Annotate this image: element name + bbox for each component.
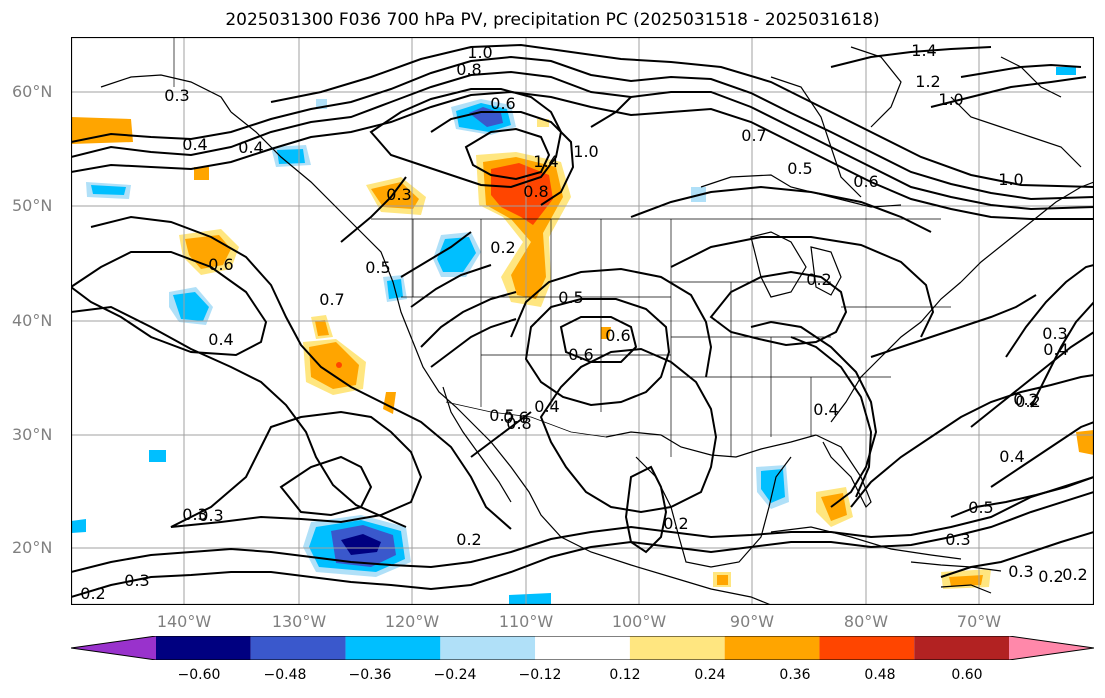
contour-label: 0.2 — [1015, 392, 1040, 411]
contour-label: 0.4 — [999, 447, 1024, 466]
contour-label: 0.4 — [534, 397, 559, 416]
colorbar-tick-label: −0.60 — [177, 667, 221, 683]
contour-label: 0.6 — [605, 326, 630, 345]
map-panel: 1.0 1.4 1.2 0.8 1.0 0.6 0.7 0.5 0.6 1.0 … — [71, 37, 1094, 605]
contour-label: 1.4 — [533, 152, 558, 171]
colorbar-segment — [914, 636, 1009, 660]
contour-label: 0.7 — [319, 290, 344, 309]
colorbar-segment — [629, 636, 725, 660]
contour-label: 0.5 — [968, 498, 993, 517]
coastlines — [100, 46, 1094, 605]
contour-label: 0.3 — [1008, 562, 1033, 581]
colorbar-segment — [71, 636, 156, 660]
colorbar-segment — [250, 636, 346, 660]
contour-label: 1.4 — [911, 41, 936, 60]
contour-label: 0.2 — [1013, 390, 1038, 409]
contour-label: 0.4 — [813, 400, 838, 419]
pv-contours — [71, 43, 1094, 598]
lat-label: 20°N — [12, 538, 53, 557]
contour-label: 0.5 — [489, 406, 514, 425]
lon-label: 130°W — [271, 612, 327, 631]
colorbar-segment — [1009, 636, 1094, 660]
contour-label: 0.8 — [456, 60, 481, 79]
colorbar-tick-label: 0.48 — [864, 667, 896, 683]
contour-label: 0.5 — [558, 288, 583, 307]
colorbar-segment — [345, 636, 441, 660]
colorbar-segment — [535, 636, 630, 660]
colorbar-tick-label: 0.60 — [951, 667, 983, 683]
lat-label: 30°N — [12, 425, 53, 444]
lat-label: 50°N — [12, 196, 53, 215]
contour-label: 0.3 — [1042, 324, 1067, 343]
colorbar-tick-label: −0.12 — [518, 667, 562, 683]
contour-label: 0.4 — [1043, 340, 1068, 359]
contour-label: 1.0 — [467, 43, 492, 62]
lon-label: 80°W — [843, 612, 889, 631]
chart-title: 2025031300 F036 700 hPa PV, precipitatio… — [225, 10, 880, 30]
contour-label: 0.2 — [806, 270, 831, 289]
contour-label: 0.3 — [945, 530, 970, 549]
colorbar — [71, 636, 1094, 660]
colorbar-tick-label: 0.12 — [609, 667, 641, 683]
contour-label: 1.0 — [573, 142, 598, 161]
contour-label: 0.2 — [490, 238, 515, 257]
lon-label: 100°W — [611, 612, 667, 631]
lat-label: 40°N — [12, 311, 53, 330]
colorbar-tick-label: 0.24 — [694, 667, 726, 683]
colorbar-tick-label: −0.48 — [263, 667, 307, 683]
contour-label: 0.3 — [164, 86, 189, 105]
lon-label: 120°W — [384, 612, 440, 631]
colorbar-segment — [819, 636, 915, 660]
colorbar-segment — [440, 636, 536, 660]
contour-label: 1.2 — [915, 72, 940, 91]
contour-label: 0.7 — [741, 126, 766, 145]
lat-label: 60°N — [12, 82, 53, 101]
contour-label: 0.2 — [663, 514, 688, 533]
precip-positive-shading — [71, 117, 1094, 589]
contour-label: 1.0 — [938, 90, 963, 109]
contour-label: 0.2 — [456, 530, 481, 549]
colorbar-tick-label: −0.24 — [433, 667, 477, 683]
contour-label: 0.2 — [80, 584, 105, 603]
contour-label: 0.2 — [1038, 567, 1063, 586]
contour-label: 0.3 — [386, 185, 411, 204]
colorbar-segment — [724, 636, 820, 660]
contour-label-group: 1.0 1.4 1.2 0.8 1.0 0.6 0.7 0.5 0.6 1.0 … — [80, 41, 1087, 603]
contour-label: 0.4 — [182, 135, 207, 154]
contour-label: 0.3 — [198, 506, 223, 525]
contour-label: 1.0 — [998, 170, 1023, 189]
contour-label: 0.6 — [568, 345, 593, 364]
graticule — [71, 37, 1094, 605]
colorbar-segment — [156, 636, 251, 660]
contour-label: 0.5 — [787, 159, 812, 178]
lon-label: 110°W — [498, 612, 554, 631]
political-borders — [173, 37, 951, 457]
contour-label: 0.6 — [490, 94, 515, 113]
contour-label: 0.3 — [124, 571, 149, 590]
contour-label: 0.5 — [365, 258, 390, 277]
contour-label: 0.8 — [523, 182, 548, 201]
colorbar-tick-label: −0.36 — [348, 667, 392, 683]
contour-label: 0.6 — [853, 172, 878, 191]
contour-label: 0.8 — [506, 414, 531, 433]
contour-label: 0.3 — [182, 505, 207, 524]
lon-label: 90°W — [729, 612, 775, 631]
contour-label: 0.6 — [503, 408, 528, 427]
contour-label: 0.6 — [208, 255, 233, 274]
lon-label: 140°W — [156, 612, 212, 631]
contour-label: 0.4 — [238, 138, 263, 157]
contour-label: 0.2 — [1062, 565, 1087, 584]
lon-label: 70°W — [956, 612, 1002, 631]
colorbar-tick-label: 0.36 — [779, 667, 811, 683]
contour-label: 0.4 — [208, 330, 233, 349]
